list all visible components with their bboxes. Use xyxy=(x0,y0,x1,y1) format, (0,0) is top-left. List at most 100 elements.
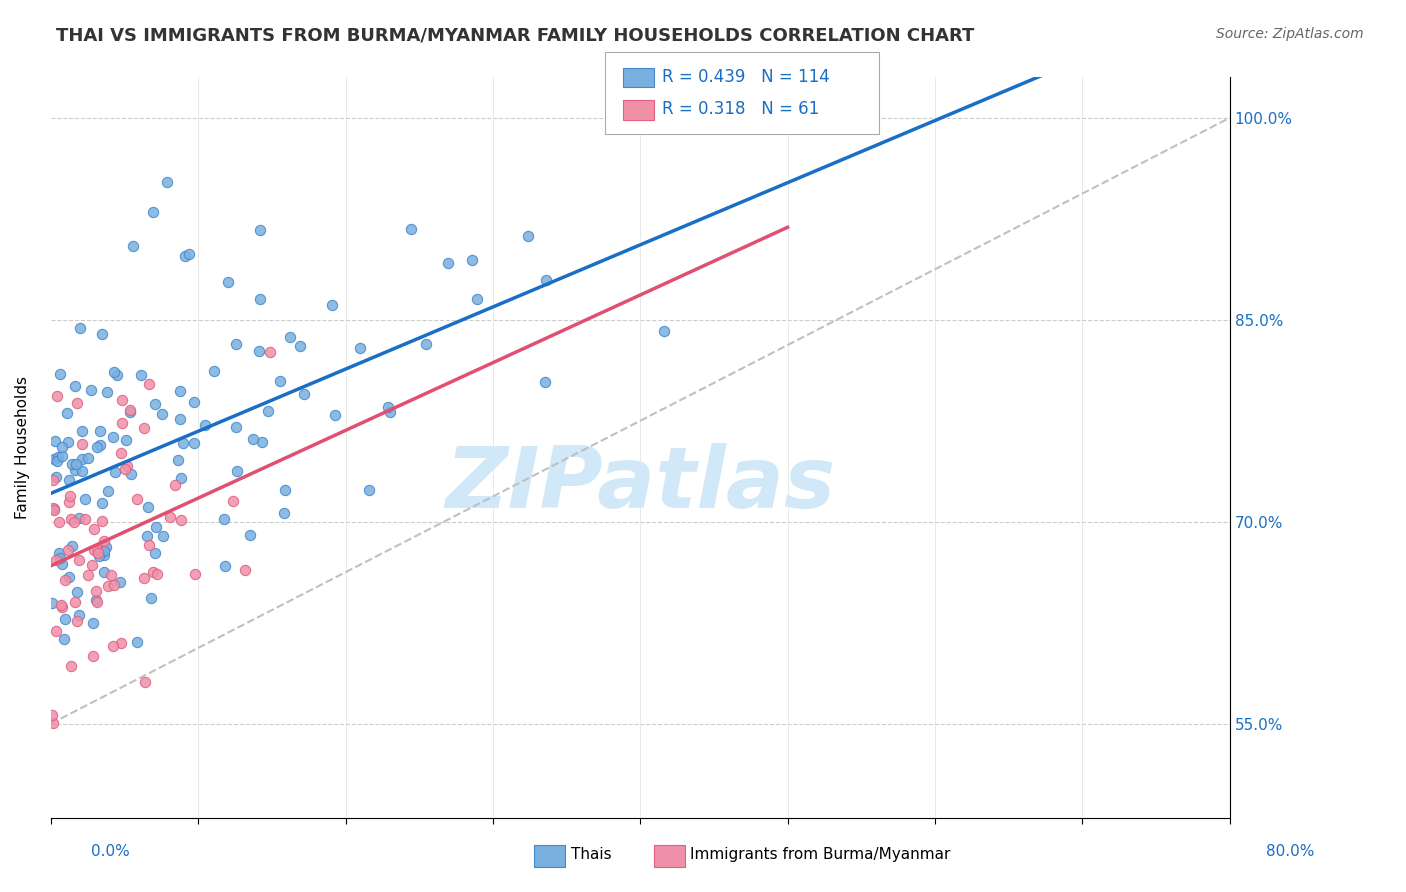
Text: 80.0%: 80.0% xyxy=(1267,845,1315,859)
Thais xyxy=(89,424,111,438)
Thais xyxy=(46,450,69,464)
Thais xyxy=(97,484,120,499)
Immigrants from Burma/Myanmar xyxy=(114,461,136,475)
Thais xyxy=(60,457,83,471)
Thais xyxy=(292,387,315,401)
Immigrants from Burma/Myanmar xyxy=(115,458,138,473)
Thais xyxy=(73,491,96,506)
Thais xyxy=(41,596,63,610)
Thais xyxy=(359,483,381,497)
Thais xyxy=(136,500,159,515)
Thais xyxy=(103,365,125,379)
Thais xyxy=(89,549,111,563)
Thais xyxy=(183,395,205,409)
Thais xyxy=(278,329,301,343)
Text: ZIPatlas: ZIPatlas xyxy=(446,443,835,526)
Thais xyxy=(49,550,72,565)
Thais xyxy=(129,368,152,382)
Thais xyxy=(84,592,107,607)
Thais xyxy=(42,451,65,466)
Immigrants from Burma/Myanmar xyxy=(59,489,82,503)
Thais xyxy=(380,404,402,418)
Thais xyxy=(415,337,437,351)
Thais xyxy=(89,438,111,452)
Immigrants from Burma/Myanmar xyxy=(111,392,134,407)
Thais xyxy=(70,452,93,467)
Thais xyxy=(239,528,262,542)
Thais xyxy=(156,175,179,189)
Immigrants from Burma/Myanmar xyxy=(45,389,67,403)
Thais xyxy=(114,433,136,447)
Thais xyxy=(273,483,295,497)
Thais xyxy=(86,440,108,454)
Thais xyxy=(93,543,115,558)
Thais xyxy=(169,411,191,425)
Thais xyxy=(269,374,291,388)
Immigrants from Burma/Myanmar xyxy=(41,716,63,731)
Thais xyxy=(45,470,67,484)
Thais xyxy=(80,384,103,398)
Thais xyxy=(91,326,114,341)
Immigrants from Burma/Myanmar xyxy=(67,553,90,567)
Immigrants from Burma/Myanmar xyxy=(63,516,86,530)
Thais xyxy=(249,292,271,306)
Thais xyxy=(166,453,188,467)
Thais xyxy=(173,249,195,263)
Immigrants from Burma/Myanmar xyxy=(134,571,156,585)
Immigrants from Burma/Myanmar xyxy=(42,501,65,516)
Thais xyxy=(104,465,127,479)
Immigrants from Burma/Myanmar xyxy=(51,599,73,614)
Thais xyxy=(122,239,145,253)
Thais xyxy=(242,432,264,446)
Immigrants from Burma/Myanmar xyxy=(222,493,245,508)
Thais xyxy=(76,450,98,465)
Thais xyxy=(516,228,538,243)
Immigrants from Burma/Myanmar xyxy=(134,674,156,689)
Immigrants from Burma/Myanmar xyxy=(56,543,79,558)
Immigrants from Burma/Myanmar xyxy=(83,543,105,558)
Thais xyxy=(69,320,91,334)
Immigrants from Burma/Myanmar xyxy=(90,514,112,528)
Immigrants from Burma/Myanmar xyxy=(138,538,160,552)
Thais xyxy=(110,575,132,590)
Thais xyxy=(143,397,166,411)
Thais xyxy=(465,292,488,306)
Text: R = 0.318   N = 61: R = 0.318 N = 61 xyxy=(662,100,820,118)
Immigrants from Burma/Myanmar xyxy=(59,512,82,526)
Thais xyxy=(53,612,76,626)
Thais xyxy=(49,368,72,382)
Thais xyxy=(48,546,70,560)
Thais xyxy=(534,375,557,389)
Thais xyxy=(202,364,225,378)
Thais xyxy=(145,520,167,534)
Thais xyxy=(460,253,482,268)
Thais xyxy=(118,405,141,419)
Thais xyxy=(105,368,128,383)
Thais xyxy=(56,406,79,420)
Immigrants from Burma/Myanmar xyxy=(42,473,65,487)
Thais xyxy=(170,471,193,485)
Thais xyxy=(72,464,94,478)
Thais xyxy=(120,467,142,482)
Immigrants from Burma/Myanmar xyxy=(82,648,104,663)
Text: Thais: Thais xyxy=(571,847,612,862)
Immigrants from Burma/Myanmar xyxy=(93,534,115,549)
Thais xyxy=(96,540,118,554)
Thais xyxy=(51,449,73,463)
Thais xyxy=(70,424,93,438)
Immigrants from Burma/Myanmar xyxy=(48,515,70,529)
Thais xyxy=(141,591,163,605)
Immigrants from Burma/Myanmar xyxy=(53,573,76,587)
Thais xyxy=(60,539,83,553)
Thais xyxy=(125,635,148,649)
Thais xyxy=(82,615,104,630)
Text: THAI VS IMMIGRANTS FROM BURMA/MYANMAR FAMILY HOUSEHOLDS CORRELATION CHART: THAI VS IMMIGRANTS FROM BURMA/MYANMAR FA… xyxy=(56,27,974,45)
Thais xyxy=(193,417,215,432)
Immigrants from Burma/Myanmar xyxy=(63,595,86,609)
Immigrants from Burma/Myanmar xyxy=(110,446,132,460)
Thais xyxy=(51,440,73,454)
Immigrants from Burma/Myanmar xyxy=(66,396,89,410)
Immigrants from Burma/Myanmar xyxy=(45,624,67,638)
Thais xyxy=(58,570,80,584)
Immigrants from Burma/Myanmar xyxy=(101,639,124,653)
